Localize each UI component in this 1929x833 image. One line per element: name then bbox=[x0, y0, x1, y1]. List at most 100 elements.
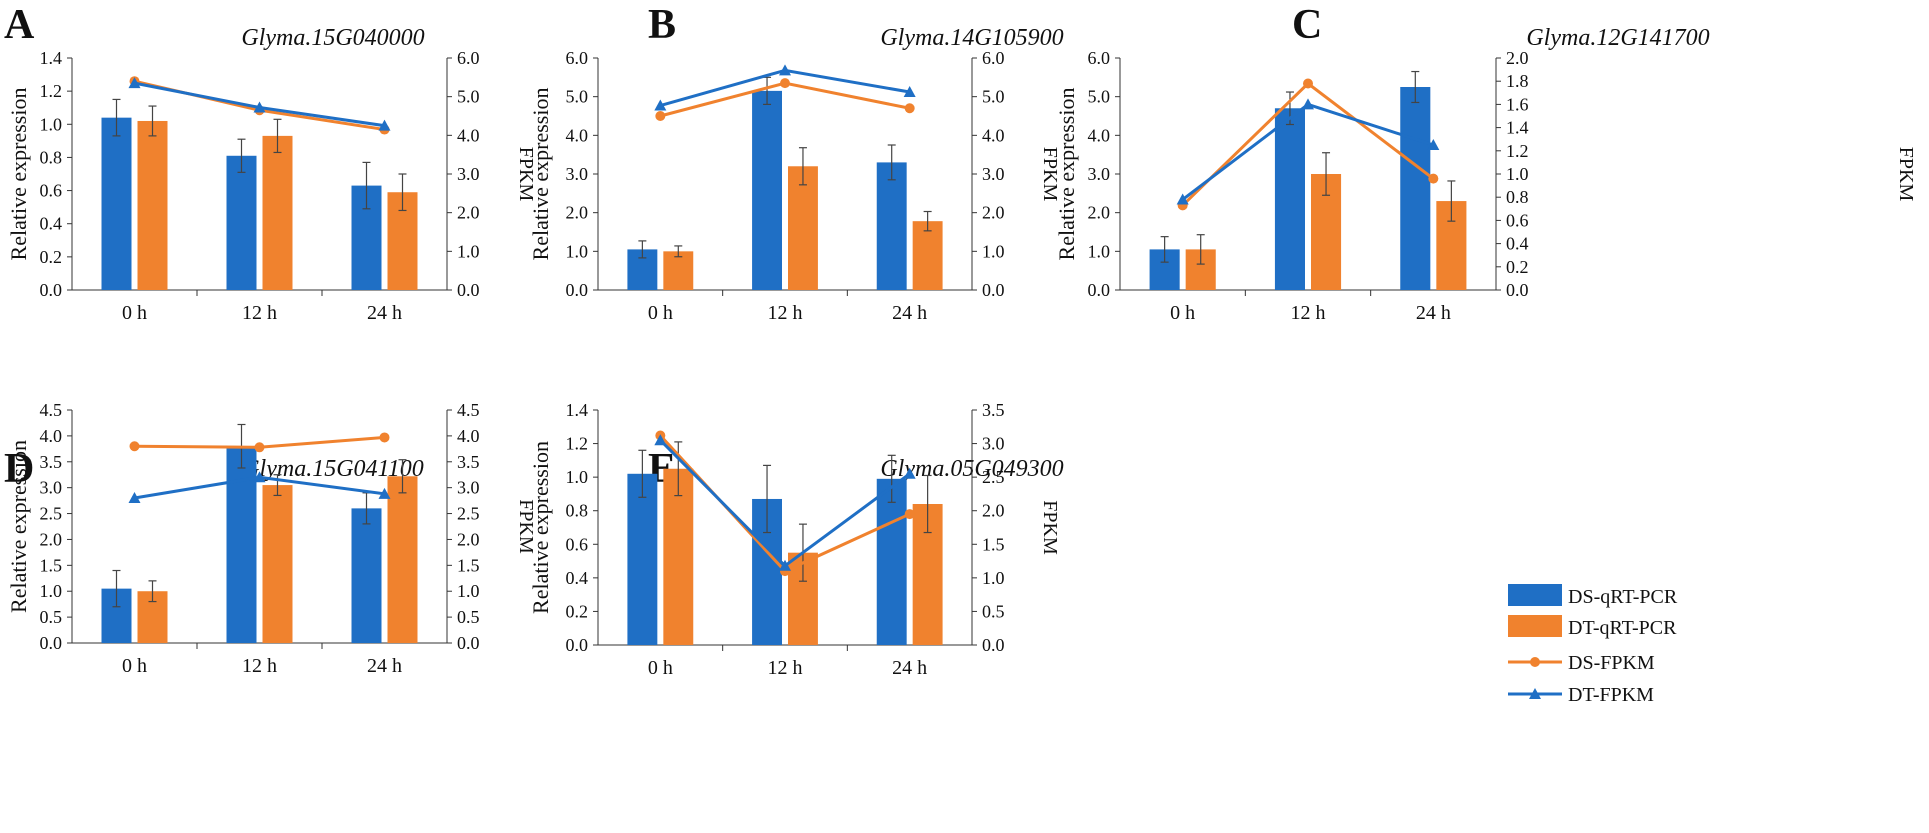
bar-ds-qrt-pcr-e-0 bbox=[627, 473, 658, 645]
y2-tick-label-d: 3.0 bbox=[457, 478, 480, 498]
y-axis-label-a: Relative expression bbox=[6, 88, 31, 261]
x-tick-label-e: 0 h bbox=[648, 657, 673, 679]
y2-tick-label-e: 2.0 bbox=[982, 501, 1005, 521]
marker-ds-fpkm-b-1 bbox=[780, 78, 790, 89]
panel-letter-a: A bbox=[4, 2, 35, 48]
bar-ds-qrt-pcr-c-2 bbox=[1400, 87, 1431, 290]
y2-tick-label-d: 1.5 bbox=[457, 555, 480, 575]
marker-ds-fpkm-d-0 bbox=[129, 441, 140, 452]
bar-dt-qrt-pcr-d-1 bbox=[262, 485, 293, 643]
y2-tick-label-d: 4.5 bbox=[457, 400, 480, 420]
marker-dt-fpkm-e-2 bbox=[903, 467, 916, 479]
y2-tick-label-a: 3.0 bbox=[457, 164, 480, 184]
y2-axis-label-c: FPKM bbox=[1895, 147, 1917, 202]
panel-letter-b: B bbox=[648, 2, 676, 48]
y-tick-label-e: 1.4 bbox=[566, 400, 589, 420]
bar-ds-qrt-pcr-b-2 bbox=[876, 162, 907, 290]
y-tick-label-a: 1.0 bbox=[40, 114, 63, 134]
y2-tick-label-c: 1.6 bbox=[1506, 94, 1529, 114]
marker-dt-fpkm-b-2 bbox=[903, 86, 916, 98]
legend-label-dt-fpkm: DT-FPKM bbox=[1568, 684, 1654, 706]
y2-tick-label-b: 0.0 bbox=[982, 280, 1005, 300]
y2-tick-label-a: 4.0 bbox=[457, 125, 480, 145]
y-axis-label-b: Relative expression bbox=[528, 88, 553, 261]
y-tick-label-d: 3.5 bbox=[40, 452, 63, 472]
chart-title-b: Glyma.14G105900 bbox=[880, 25, 1063, 51]
marker-ds-fpkm-c-2 bbox=[1428, 173, 1439, 184]
y2-axis-label-d: FPKM bbox=[515, 499, 537, 554]
bar-dt-qrt-pcr-a-1 bbox=[262, 135, 293, 290]
marker-dt-fpkm-e-0 bbox=[654, 434, 667, 446]
y2-tick-label-a: 5.0 bbox=[457, 87, 480, 107]
y-tick-label-b: 4.0 bbox=[566, 125, 589, 145]
y-tick-label-e: 0.0 bbox=[566, 635, 589, 655]
y-tick-label-a: 0.8 bbox=[40, 147, 63, 167]
y2-tick-label-c: 1.0 bbox=[1506, 164, 1529, 184]
y2-tick-label-a: 6.0 bbox=[457, 48, 480, 68]
panel-b: B Glyma.14G105900 0.0 1.0 2.0 3.0 4.0 5.0 6.0 0… bbox=[528, 2, 1064, 324]
marker-ds-fpkm-c-1 bbox=[1303, 78, 1313, 89]
y-tick-label-d: 0.5 bbox=[40, 607, 63, 627]
panel-letter-c: C bbox=[1292, 2, 1322, 48]
x-tick-label-e: 12 h bbox=[768, 657, 803, 679]
legend-label-dt-qrt-pcr: DT-qRT-PCR bbox=[1568, 617, 1677, 639]
y2-tick-label-e: 0.5 bbox=[982, 601, 1005, 621]
plot-area-b: 0.0 1.0 2.0 3.0 4.0 5.0 6.0 0.0 1.0 2.0 3.0 4.0 5.0 6… bbox=[528, 48, 1061, 324]
y2-tick-label-c: 1.8 bbox=[1506, 71, 1529, 91]
panel-letter-d: D bbox=[4, 446, 34, 492]
x-tick-label-d: 12 h bbox=[242, 655, 277, 677]
marker-dt-fpkm-a-0 bbox=[128, 77, 141, 89]
bar-dt-qrt-pcr-b-1 bbox=[788, 166, 818, 290]
y-tick-label-b: 6.0 bbox=[566, 48, 589, 68]
bar-dt-qrt-pcr-d-2 bbox=[387, 476, 418, 643]
y2-tick-label-b: 5.0 bbox=[982, 87, 1005, 107]
y2-tick-label-c: 1.4 bbox=[1506, 118, 1529, 138]
y2-tick-label-b: 4.0 bbox=[982, 125, 1005, 145]
y-tick-label-a: 1.4 bbox=[40, 48, 63, 68]
y2-tick-label-b: 3.0 bbox=[982, 164, 1005, 184]
x-tick-label-a: 12 h bbox=[242, 302, 277, 324]
y-axis-label-d: Relative expression bbox=[6, 440, 31, 613]
legend: DS-qRT-PCR DT-qRT-PCR DS-FPKM DT-FPKM bbox=[1508, 584, 1678, 706]
y2-tick-label-d: 2.0 bbox=[457, 529, 480, 549]
y2-tick-label-c: 0.0 bbox=[1506, 280, 1529, 300]
y2-tick-label-b: 2.0 bbox=[982, 203, 1005, 223]
marker-dt-fpkm-c-1 bbox=[1302, 98, 1314, 110]
y-tick-label-d: 3.0 bbox=[40, 478, 63, 498]
x-tick-label-d: 24 h bbox=[367, 655, 402, 677]
y2-axis-label-b: FPKM bbox=[1039, 147, 1061, 202]
bar-ds-qrt-pcr-c-1 bbox=[1274, 108, 1305, 291]
y-tick-label-a: 1.2 bbox=[40, 81, 63, 101]
x-tick-label-d: 0 h bbox=[122, 655, 147, 677]
y-axis-label-c: Relative expression bbox=[1054, 88, 1079, 261]
legend-marker-dt-fpkm bbox=[1529, 688, 1541, 699]
marker-dt-fpkm-a-2 bbox=[378, 119, 391, 131]
marker-dt-fpkm-d-0 bbox=[128, 492, 141, 504]
y2-tick-label-e: 0.0 bbox=[982, 635, 1005, 655]
y-tick-label-c: 6.0 bbox=[1088, 48, 1111, 68]
y-tick-label-d: 4.0 bbox=[40, 426, 63, 446]
y-tick-label-e: 0.6 bbox=[566, 534, 589, 554]
x-tick-label-c: 0 h bbox=[1170, 302, 1195, 324]
y2-tick-label-b: 1.0 bbox=[982, 241, 1005, 261]
y-axis-label-e: Relative expression bbox=[528, 441, 553, 614]
y-tick-label-a: 0.0 bbox=[40, 280, 63, 300]
y-tick-label-d: 2.5 bbox=[40, 504, 63, 524]
chart-title-c: Glyma.12G141700 bbox=[1526, 25, 1709, 51]
x-tick-label-a: 0 h bbox=[122, 302, 147, 324]
x-tick-label-b: 0 h bbox=[648, 302, 673, 324]
legend-marker-ds-fpkm bbox=[1530, 657, 1540, 667]
marker-dt-fpkm-b-0 bbox=[654, 99, 667, 111]
y2-tick-label-d: 0.5 bbox=[457, 607, 480, 627]
y-tick-label-d: 4.5 bbox=[40, 400, 63, 420]
y2-axis-label-e: FPKM bbox=[1039, 500, 1061, 555]
y2-tick-label-e: 3.0 bbox=[982, 434, 1005, 454]
bar-dt-qrt-pcr-b-0 bbox=[663, 251, 694, 290]
panel-d: D Glyma.15G041100 0.00.51.01.52.02.53.03… bbox=[4, 400, 537, 677]
chart-title-a: Glyma.15G040000 bbox=[241, 25, 424, 51]
plot-area-c: 0.0 1.0 2.0 3.0 4.0 5.0 6.0 0.0 0.2 0.4 0.6 0.8 1.0 1… bbox=[1054, 48, 1917, 324]
x-tick-label-e: 24 h bbox=[892, 657, 927, 679]
y-tick-label-c: 3.0 bbox=[1088, 164, 1111, 184]
marker-ds-fpkm-e-2 bbox=[904, 509, 915, 520]
